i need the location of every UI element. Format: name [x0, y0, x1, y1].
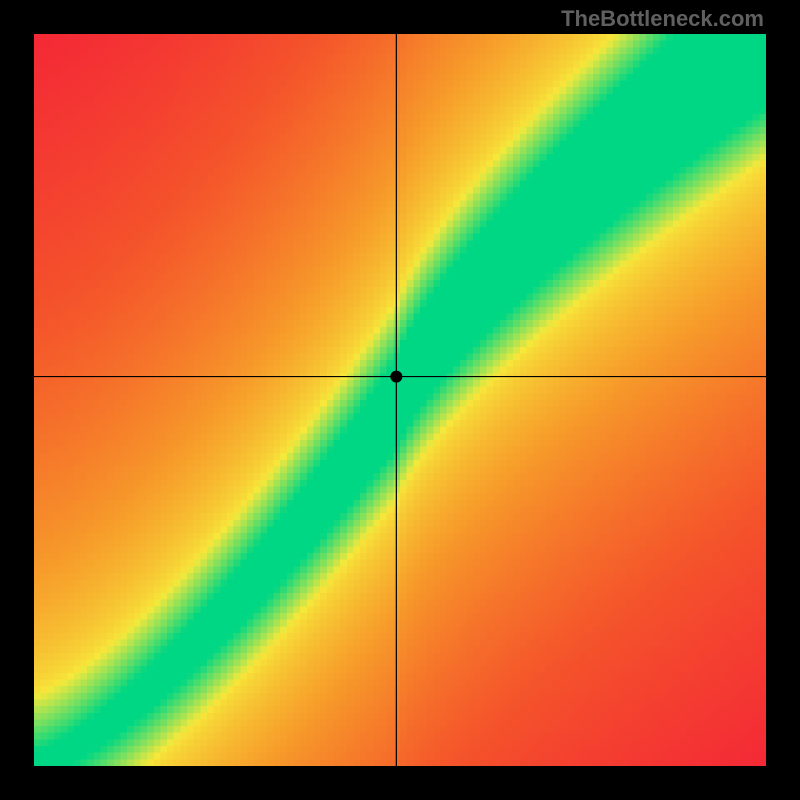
source-watermark: TheBottleneck.com: [561, 6, 764, 32]
bottleneck-heatmap: [34, 34, 766, 766]
chart-stage: TheBottleneck.com: [0, 0, 800, 800]
